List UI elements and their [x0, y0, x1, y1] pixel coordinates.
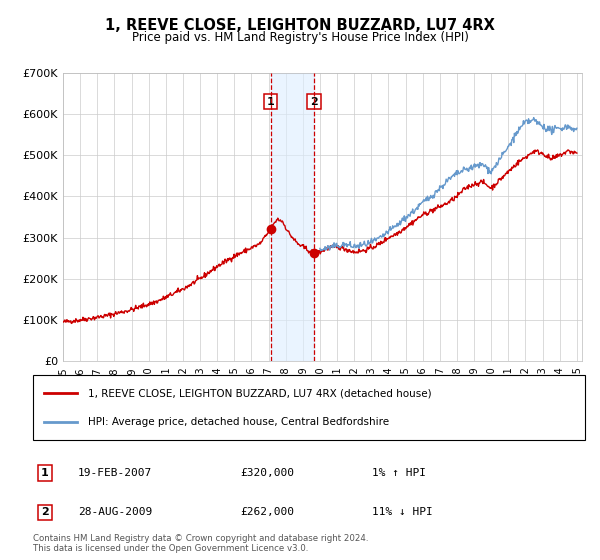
Text: £262,000: £262,000: [240, 507, 294, 517]
Text: Contains HM Land Registry data © Crown copyright and database right 2024.
This d: Contains HM Land Registry data © Crown c…: [33, 534, 368, 553]
Text: 1, REEVE CLOSE, LEIGHTON BUZZARD, LU7 4RX (detached house): 1, REEVE CLOSE, LEIGHTON BUZZARD, LU7 4R…: [88, 388, 432, 398]
FancyBboxPatch shape: [33, 375, 585, 440]
Text: 19-FEB-2007: 19-FEB-2007: [78, 468, 152, 478]
Text: 1: 1: [267, 97, 275, 106]
Bar: [271, 73, 314, 361]
Text: 2: 2: [41, 507, 49, 517]
Text: 28-AUG-2009: 28-AUG-2009: [78, 507, 152, 517]
Text: HPI: Average price, detached house, Central Bedfordshire: HPI: Average price, detached house, Cent…: [88, 417, 389, 427]
Text: 1, REEVE CLOSE, LEIGHTON BUZZARD, LU7 4RX: 1, REEVE CLOSE, LEIGHTON BUZZARD, LU7 4R…: [105, 18, 495, 33]
Text: £320,000: £320,000: [240, 468, 294, 478]
Text: Price paid vs. HM Land Registry's House Price Index (HPI): Price paid vs. HM Land Registry's House …: [131, 31, 469, 44]
Text: 2: 2: [310, 97, 318, 106]
Text: 11% ↓ HPI: 11% ↓ HPI: [372, 507, 433, 517]
Text: 1: 1: [41, 468, 49, 478]
Text: 1% ↑ HPI: 1% ↑ HPI: [372, 468, 426, 478]
